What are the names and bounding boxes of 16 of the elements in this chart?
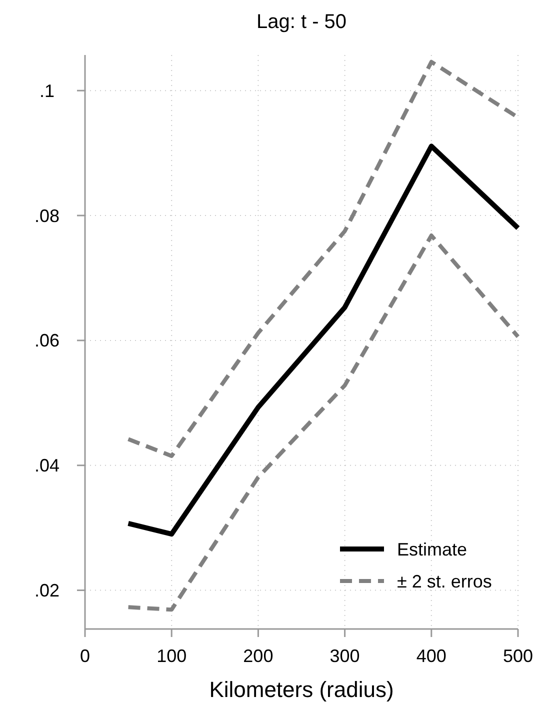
x-tick-label: 200 (243, 646, 274, 666)
x-tick-label: 300 (330, 646, 360, 666)
chart-title: Lag: t - 50 (256, 11, 347, 33)
y-tick-label: .04 (34, 456, 60, 476)
y-tick-label: .06 (34, 330, 60, 351)
x-axis-title: Kilometers (radius) (209, 677, 394, 702)
x-tick-label: 400 (416, 646, 446, 666)
x-tick-label: 0 (80, 646, 90, 666)
legend-label: Estimate (397, 539, 468, 560)
y-tick-label: .1 (39, 80, 55, 101)
y-tick-label: .02 (34, 580, 60, 601)
legend-label: ± 2 st. erros (397, 571, 492, 592)
x-tick-label: 500 (502, 646, 534, 666)
line-series (126, 234, 520, 612)
x-tick-label: 100 (156, 646, 187, 666)
y-tick-label: .08 (34, 206, 60, 226)
